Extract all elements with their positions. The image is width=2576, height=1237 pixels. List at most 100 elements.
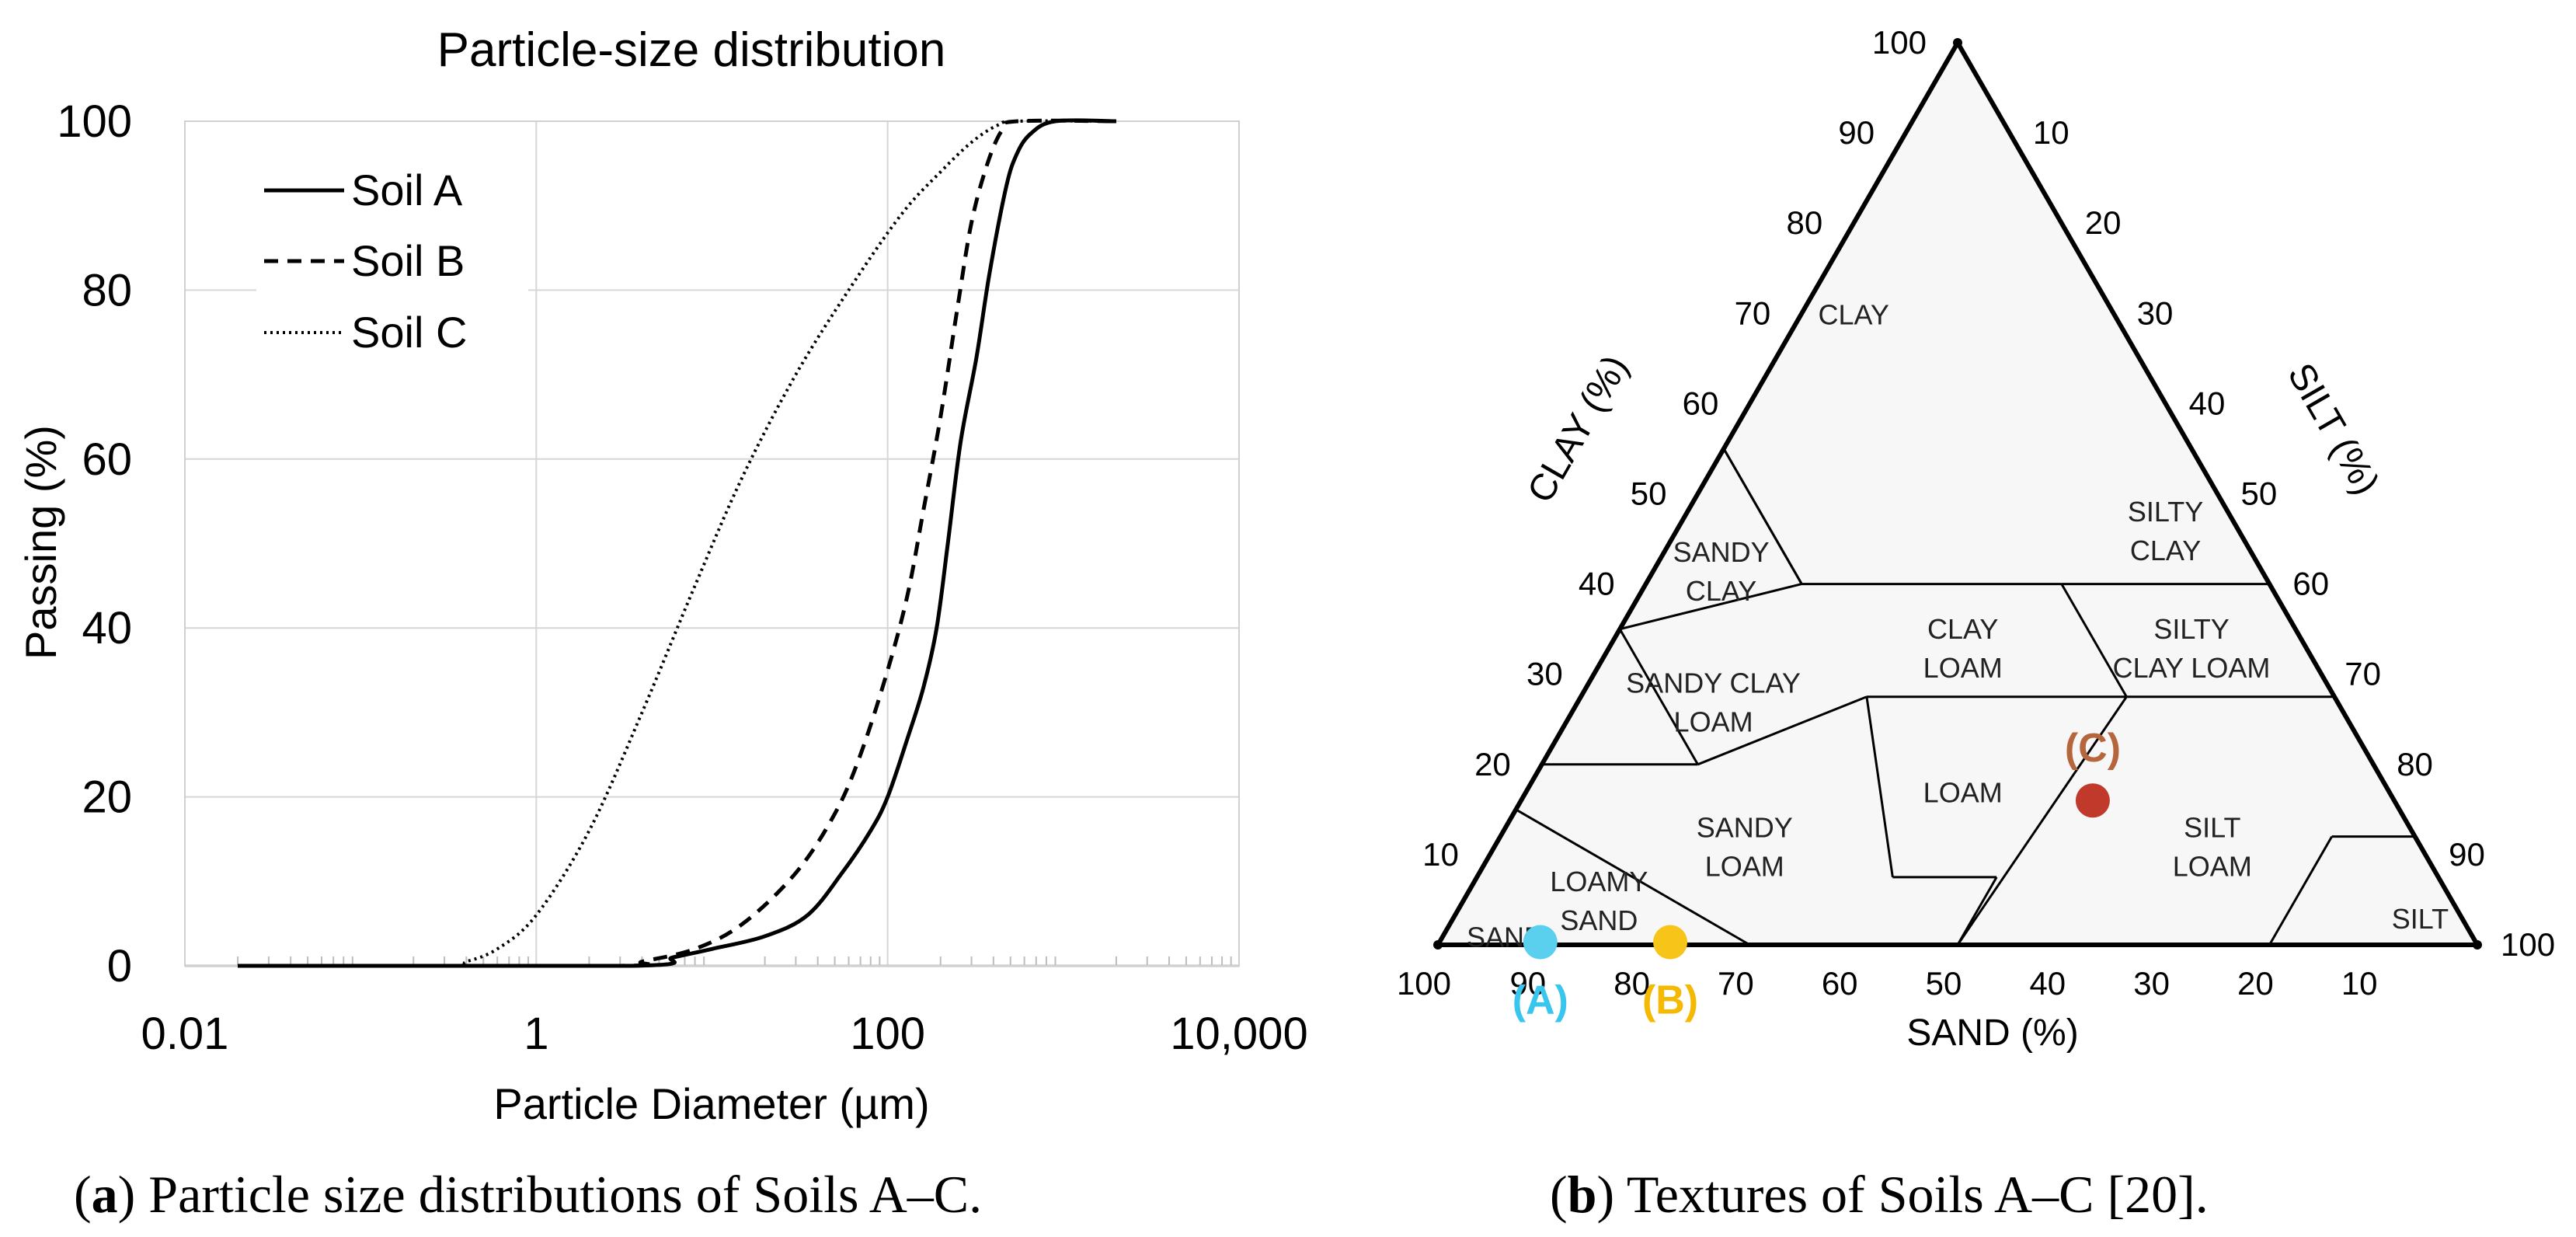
- region-boundaries: [1436, 448, 2415, 946]
- region-label-loamy-sand: LOAMY: [1550, 866, 1648, 897]
- axis-arrows: [1433, 38, 2482, 950]
- legend-label-soil-c: Soil C: [351, 308, 467, 357]
- clay-axis-label: CLAY (%): [1519, 349, 1636, 510]
- silt-tick-label: 30: [2137, 294, 2174, 331]
- clay-tick-label: 60: [1683, 385, 1719, 421]
- region-label-silty-clay: SILTY: [2128, 496, 2203, 528]
- region-label-sandy-clay: CLAY: [1686, 575, 1756, 607]
- region-boundary: [1515, 808, 1751, 946]
- region-label-clay-loam: LOAM: [1923, 652, 2003, 684]
- silt-tick-label: 10: [2033, 114, 2070, 151]
- region-label-clay: CLAY: [1819, 298, 1889, 330]
- caption-b: (b) Textures of Soils A–C [20].: [1550, 1165, 2209, 1224]
- legend: Soil A Soil B Soil C: [256, 155, 528, 365]
- sand-tick-label: 60: [1822, 965, 1858, 1002]
- region-label-silty-clay: CLAY: [2130, 535, 2201, 566]
- series-line-soil-a: [238, 118, 1116, 968]
- region-label-sandy-clay-loam: LOAM: [1674, 706, 1753, 738]
- series-line-soil-c: [238, 119, 1116, 967]
- plot-frame: [184, 120, 1240, 967]
- sand-tick-label: 50: [1926, 965, 1962, 1002]
- silt-tick-label: 60: [2292, 566, 2329, 602]
- x-tick-label: 10,000: [1170, 1009, 1307, 1059]
- region-label-silt-loam: SILT: [2184, 811, 2240, 843]
- silt-tick-label: 20: [2085, 204, 2122, 241]
- region-label-sandy-clay: SANDY: [1673, 536, 1770, 568]
- silt-tick-label: 90: [2449, 836, 2485, 873]
- y-tick-label: 20: [82, 772, 132, 823]
- y-tick-label: 100: [57, 96, 132, 147]
- region-label-loam: LOAM: [1923, 777, 2003, 809]
- y-tick-labels: 0 20 40 60 80 100: [57, 96, 132, 991]
- x-axis-label: Particle Diameter (µm): [493, 1079, 929, 1128]
- y-axis-label: Passing (%): [16, 425, 65, 660]
- region-label-loamy-sand: SAND: [1560, 904, 1638, 936]
- clay-tick-label: 70: [1735, 294, 1771, 331]
- x-tick-label: 0.01: [141, 1009, 229, 1059]
- chart-title: Particle-size distribution: [437, 23, 946, 77]
- region-label-clay-loam: CLAY: [1927, 613, 1998, 645]
- silt-tick-label: 100: [2501, 926, 2555, 963]
- caption-a-letter: a: [92, 1165, 118, 1224]
- soil-point-label: (A): [1513, 978, 1568, 1023]
- triangle-outline: [1433, 37, 2482, 947]
- region-boundary: [1619, 583, 1802, 631]
- soil-point-label: (C): [2065, 726, 2121, 771]
- region-labels: CLAY SANDY CLAY SILTY CLAY CLAY LOAM SILTY CLAY …: [1467, 298, 2449, 953]
- sand-tick-label: 100: [1397, 965, 1451, 1002]
- caption-a-text: ) Particle size distributions of Soils A…: [118, 1165, 983, 1224]
- silt-tick-label: 50: [2241, 476, 2278, 512]
- sand-tick-label: 10: [2341, 965, 2378, 1002]
- sand-tick-label: 70: [1718, 965, 1754, 1002]
- clay-tick-label: 90: [1838, 114, 1875, 151]
- silt-tick-label: 40: [2189, 385, 2226, 421]
- region-boundary: [1722, 448, 1803, 585]
- clay-tick-label: 80: [1786, 204, 1822, 241]
- sand-tick-label: 90: [1509, 965, 1546, 1002]
- region-boundary: [2268, 835, 2333, 946]
- sand-tick-label: 40: [2029, 965, 2066, 1002]
- region-label-silty-clay-loam: CLAY LOAM: [2113, 652, 2271, 684]
- axis-arrow-head: [1433, 940, 1443, 950]
- soil-point-label: (B): [1642, 978, 1698, 1023]
- region-boundary: [1697, 695, 1868, 766]
- soil-point-a: [1523, 925, 1558, 960]
- silt-tick-label: 80: [2397, 746, 2433, 782]
- silt-tick-label: 70: [2345, 656, 2381, 692]
- x-tick-label: 1: [524, 1009, 548, 1059]
- region-label-sandy-clay-loam: SANDY CLAY: [1626, 667, 1801, 699]
- sand-axis-label: SAND (%): [1906, 1012, 2078, 1054]
- clay-tick-label: 100: [1872, 24, 1927, 61]
- axis-arrow-head: [1953, 38, 1962, 47]
- x-tick-label: 100: [850, 1009, 925, 1059]
- clay-tick-label: 50: [1631, 476, 1667, 512]
- sand-tick-label: 30: [2133, 965, 2170, 1002]
- y-tick-label: 60: [82, 434, 132, 485]
- soil-points: (A) (B) (C): [1513, 726, 2121, 1023]
- region-label-silt-loam: LOAM: [2173, 850, 2252, 882]
- soil-point-c: [2075, 783, 2110, 818]
- region-boundary: [2060, 583, 2128, 698]
- x-tick-labels: 0.01 1 100 10,000: [141, 1009, 1308, 1059]
- region-boundary: [1865, 696, 1894, 878]
- soil-point-b: [1653, 925, 1688, 960]
- region-label-silt: SILT: [2392, 903, 2449, 935]
- sand-tick-label: 80: [1613, 965, 1650, 1002]
- silt-axis-label: SILT (%): [2279, 357, 2386, 502]
- sand-tick-label: 20: [2237, 965, 2274, 1002]
- caption-b-letter: b: [1568, 1165, 1597, 1224]
- y-tick-label: 0: [107, 941, 132, 991]
- ternary-tick-labels: 10 20 30 40 50 60 70 80 90 100 10 20 30 40 50 60 70 80 90 1…: [1397, 24, 2555, 1002]
- series-line-soil-b: [238, 118, 1116, 968]
- legend-label-soil-a: Soil A: [351, 166, 463, 214]
- caption-a: (a) Particle size distributions of Soils…: [74, 1165, 982, 1224]
- series-lines: [238, 118, 1116, 968]
- caption-b-text: ) Textures of Soils A–C [20].: [1596, 1165, 2208, 1224]
- clay-tick-label: 20: [1474, 746, 1511, 782]
- region-label-silty-clay-loam: SILTY: [2153, 613, 2229, 645]
- soil-texture-triangle: 10 20 30 40 50 60 70 80 90 100 10 20 30 40 50 60 70 80 90 1…: [1397, 24, 2555, 1054]
- triangle-fill: [1438, 43, 2477, 945]
- clay-tick-label: 40: [1579, 566, 1615, 602]
- y-tick-label: 80: [82, 265, 132, 315]
